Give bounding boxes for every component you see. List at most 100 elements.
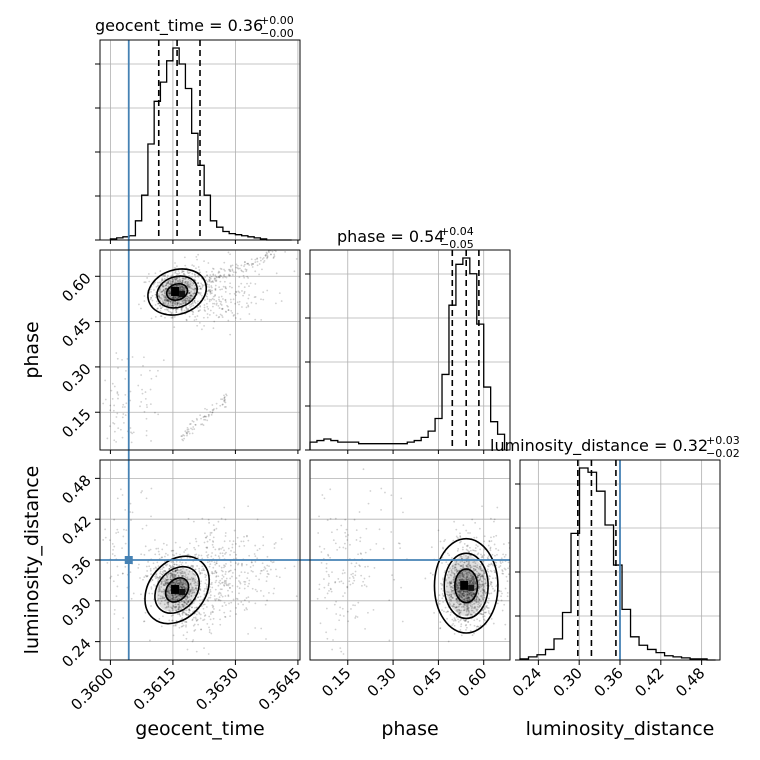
scatter-point [215,575,218,578]
y-tick-label: 0.48 [58,471,94,507]
scatter-point [220,295,223,298]
scatter-point [444,538,446,541]
scatter-point [110,575,113,578]
scatter-point [154,315,157,318]
scatter-point [329,517,332,520]
scatter-point [117,627,120,630]
scatter-point [266,575,268,578]
scatter-point [459,591,461,594]
scatter-point [481,609,484,611]
scatter-point [472,593,475,595]
scatter-point [162,285,164,288]
scatter-point [192,578,195,580]
scatter-point [320,561,323,564]
scatter-point [467,532,469,534]
scatter-point [254,560,257,563]
scatter-point [194,581,197,583]
scatter-point [188,315,191,318]
scatter-point [461,596,464,599]
scatter-point [243,290,246,293]
scatter-point [206,556,209,559]
scatter-point [164,598,167,601]
scatter-point [157,547,160,550]
scatter-point [164,599,166,602]
scatter-point [461,548,464,551]
scatter-point [333,603,336,606]
scatter-point [254,318,257,321]
scatter-point [454,618,456,621]
scatter-point [468,572,471,575]
scatter-point [121,572,124,575]
histogram-luminosity-distance [519,467,716,661]
scatter-point [210,560,213,563]
scatter-point [206,546,209,549]
scatter-point [111,382,114,385]
density-phase-vs-geocent-time [158,277,196,307]
scatter-point [165,579,168,581]
scatter-point [357,601,360,604]
scatter-point [185,584,188,586]
scatter-point [252,564,255,567]
scatter-point [175,277,178,280]
scatter-point [174,270,177,273]
scatter-point [215,562,218,565]
scatter-point [208,288,211,291]
scatter-point [125,529,128,532]
scatter-point [211,623,214,626]
scatter-point [479,624,482,627]
scatter-point [209,618,212,621]
scatter-point [466,606,469,608]
scatter-point [175,606,178,608]
scatter-point [168,619,171,622]
scatter-point [190,303,192,306]
scatter-point [171,280,174,283]
scatter-point [335,613,338,615]
scatter-point [228,587,231,589]
scatter-point [157,565,160,568]
scatter-point [487,610,490,612]
scatter-point [247,277,250,279]
scatter-point [164,295,166,298]
scatter-point [267,573,270,576]
scatter-point [186,595,189,598]
scatter-point [144,545,147,548]
scatter-point [210,632,213,635]
scatter-point [325,607,328,610]
scatter-point [222,276,224,279]
scatter-point [181,286,183,288]
scatter-point [163,301,165,304]
scatter-point [208,276,211,279]
scatter-point [481,598,484,600]
scatter-point [238,580,240,582]
scatter-point [202,619,204,622]
scatter-point [223,261,226,264]
scatter-point [176,598,179,601]
scatter-point [157,369,159,372]
scatter-point [160,582,163,585]
scatter-point [350,608,352,610]
scatter-point [171,575,174,578]
scatter-point [478,606,480,609]
scatter-point [452,589,455,592]
scatter-point [180,568,182,571]
scatter-point [221,403,224,406]
scatter-point [479,573,482,576]
scatter-point [176,296,179,299]
scatter-point [178,609,181,611]
scatter-point [191,302,194,305]
contour-line [144,555,210,625]
scatter-point [161,290,164,293]
scatter-point [187,600,190,603]
scatter-point [192,577,195,580]
scatter-point [181,611,184,614]
scatter-point [160,280,163,282]
scatter-point [180,595,183,598]
quantile-lines [157,40,617,660]
scatter-point [224,518,227,521]
scatter-point [269,253,272,256]
scatter-point [166,605,168,608]
scatter-point [200,628,202,631]
scatter-point [218,596,221,599]
scatter-point [155,573,157,576]
scatter-point [192,565,195,567]
